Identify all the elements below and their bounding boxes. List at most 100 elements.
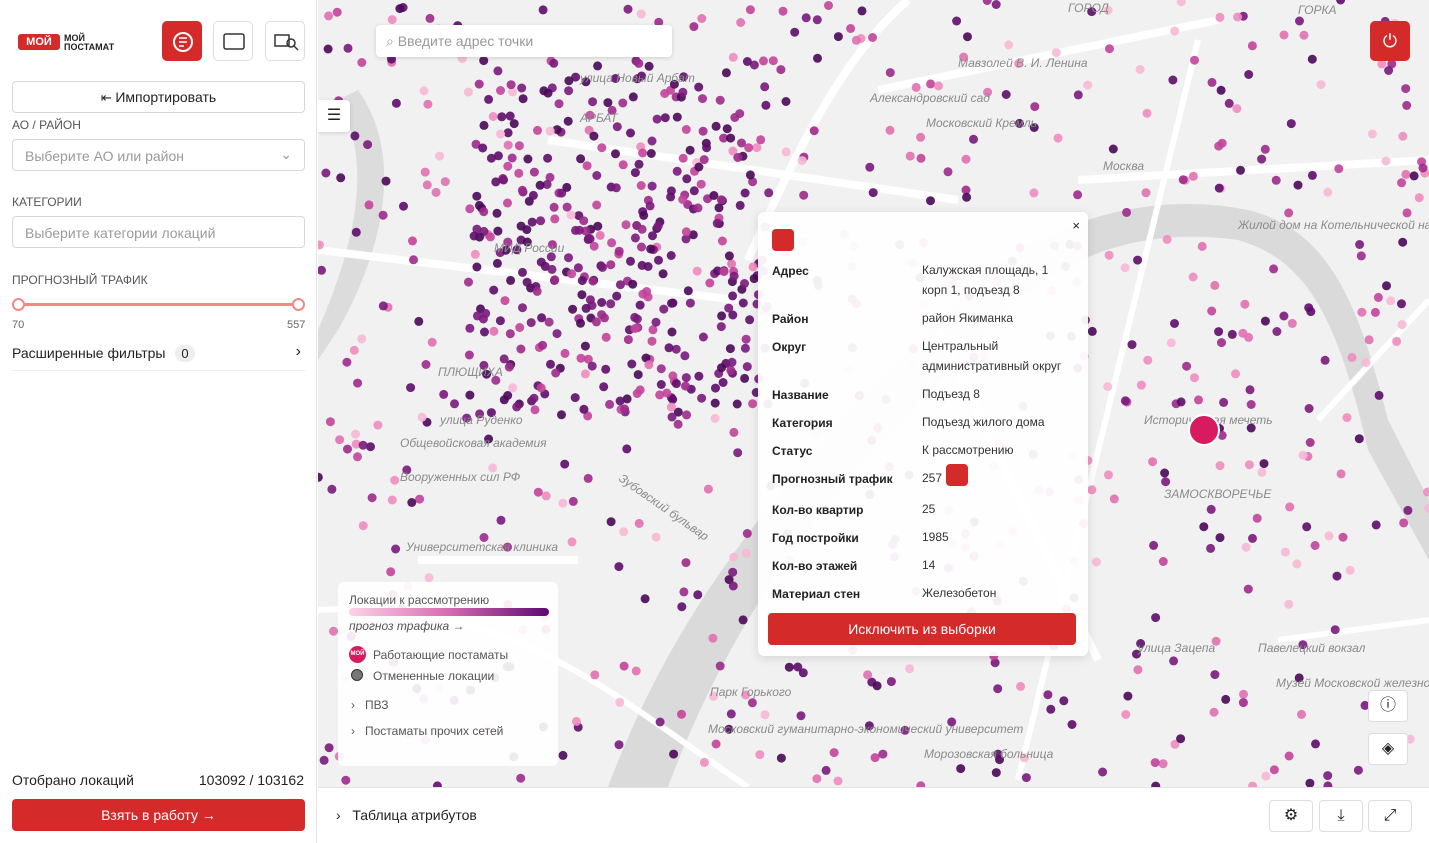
location-dot <box>492 208 502 218</box>
location-dot <box>656 380 666 389</box>
row-value: 25 <box>922 502 936 516</box>
map-tab[interactable] <box>213 21 253 61</box>
location-dot <box>507 153 517 163</box>
location-dot <box>798 668 808 678</box>
popup-icon <box>772 229 794 251</box>
location-dot <box>636 181 646 190</box>
location-dot <box>493 151 503 161</box>
location-dot <box>1279 311 1289 321</box>
import-button[interactable]: ⇤ Импортировать <box>12 81 305 113</box>
location-dot <box>499 354 509 364</box>
location-dot <box>589 131 599 141</box>
location-dot <box>745 315 755 325</box>
location-dot <box>1370 307 1380 317</box>
location-dot <box>488 112 498 121</box>
search-tab[interactable] <box>265 21 305 61</box>
table-toggle[interactable]: › Таблица атрибутов <box>336 807 477 823</box>
location-dot <box>1286 119 1296 129</box>
analytics-tab[interactable] <box>162 21 202 61</box>
location-dot <box>325 417 335 427</box>
traffic-chart-button[interactable] <box>946 464 968 486</box>
search-box[interactable]: ⌕ Введите адрес точки <box>376 25 672 57</box>
legend-marker: МОЙ <box>349 646 366 663</box>
filter-count: 0 <box>175 345 195 362</box>
location-dot <box>634 159 644 169</box>
location-dot <box>724 251 734 261</box>
location-dot <box>378 210 388 220</box>
road <box>318 39 1429 787</box>
slider-max: 557 <box>287 319 306 331</box>
location-dot <box>1392 336 1402 346</box>
location-dot <box>646 244 656 254</box>
district-select[interactable]: Выберите АО или район ⌄ <box>12 139 305 171</box>
close-button[interactable]: × <box>1072 218 1080 233</box>
location-dot <box>1188 171 1198 181</box>
working-postamat[interactable] <box>1188 414 1220 446</box>
category-select[interactable]: Выберите категории локаций <box>12 216 305 248</box>
location-dot <box>1176 397 1186 407</box>
river <box>318 90 385 360</box>
row-value: Калужская площадь, 1 корп 1, подъезд 8 <box>922 263 1049 297</box>
location-dot <box>647 136 657 146</box>
location-dot <box>465 323 475 333</box>
location-dot <box>324 11 334 21</box>
location-dot <box>606 299 616 309</box>
location-dot <box>1360 700 1370 710</box>
location-dot <box>358 521 368 531</box>
location-dot <box>427 337 437 347</box>
download-button[interactable]: ⤓ <box>1319 800 1363 832</box>
location-dot <box>1304 404 1314 413</box>
settings-button[interactable]: ⚙ <box>1269 800 1313 832</box>
location-dot <box>1161 477 1171 487</box>
location-dot <box>486 408 496 418</box>
location-dot <box>566 210 576 220</box>
location-dot <box>627 359 637 369</box>
location-dot <box>716 195 726 205</box>
legend-group[interactable]: › Постаматы прочих сетей <box>351 724 504 738</box>
slider-handle-min[interactable] <box>12 298 25 311</box>
location-dot <box>472 224 482 234</box>
location-dot <box>612 122 622 132</box>
location-dot <box>644 360 654 370</box>
slider-handle-max[interactable] <box>292 298 305 311</box>
location-dot <box>1299 30 1309 40</box>
location-dot <box>1285 502 1295 512</box>
location-dot <box>726 133 736 143</box>
location-dot <box>1133 255 1143 265</box>
location-dot <box>462 413 472 423</box>
location-dot <box>583 411 593 421</box>
location-dot <box>1188 272 1198 282</box>
row-key: Округ <box>772 340 807 354</box>
location-dot <box>475 409 485 419</box>
location-dot <box>1030 102 1040 112</box>
location-dot <box>319 755 329 765</box>
location-dot <box>1238 328 1248 338</box>
map-label: Университетская клиника <box>405 540 558 554</box>
layers-button[interactable]: ◈ <box>1368 733 1408 765</box>
fullscreen-button[interactable]: ⤢ <box>1368 800 1412 832</box>
location-dot <box>648 325 658 335</box>
filters-toggle[interactable]: ☰ <box>318 100 350 132</box>
logout-button[interactable]: ⏻ <box>1370 21 1410 61</box>
location-dot <box>482 369 492 379</box>
location-dot <box>607 105 617 115</box>
map-label: ГОРКА <box>1298 3 1337 17</box>
location-dot <box>496 515 506 525</box>
location-dot <box>725 344 735 354</box>
location-dot <box>959 52 969 62</box>
location-dot <box>512 245 522 255</box>
location-dot <box>544 317 554 327</box>
info-button[interactable]: ⓘ <box>1368 690 1408 722</box>
location-dot <box>727 259 737 269</box>
location-dot <box>1103 382 1113 391</box>
location-dot <box>496 129 505 139</box>
location-dot <box>640 594 650 604</box>
exclude-button[interactable]: Исключить из выборки <box>768 613 1076 645</box>
legend-group[interactable]: › ПВЗ <box>351 698 389 712</box>
advanced-label: Расширенные фильтры <box>12 345 166 361</box>
take-button[interactable]: Взять в работу → <box>12 799 305 831</box>
location-dot <box>635 385 645 395</box>
river <box>608 204 1429 787</box>
row-key: Кол-во квартир <box>772 503 864 517</box>
advanced-filters[interactable]: Расширенные фильтры 0 › <box>12 343 305 371</box>
